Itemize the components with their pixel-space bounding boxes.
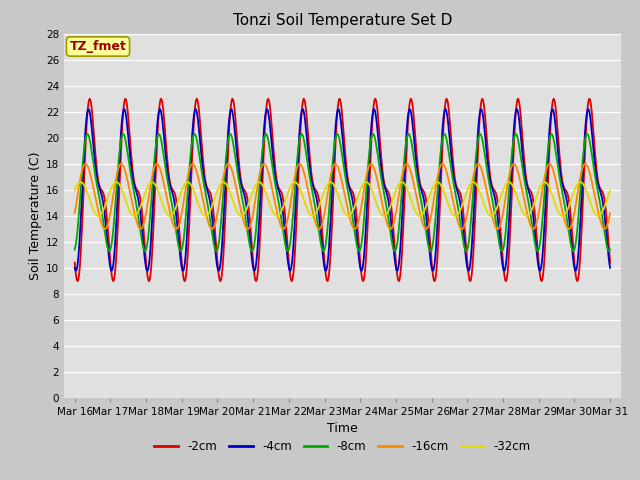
X-axis label: Time: Time (327, 421, 358, 434)
Y-axis label: Soil Temperature (C): Soil Temperature (C) (29, 152, 42, 280)
Text: TZ_fmet: TZ_fmet (70, 40, 127, 53)
Legend: -2cm, -4cm, -8cm, -16cm, -32cm: -2cm, -4cm, -8cm, -16cm, -32cm (150, 436, 535, 458)
Title: Tonzi Soil Temperature Set D: Tonzi Soil Temperature Set D (233, 13, 452, 28)
